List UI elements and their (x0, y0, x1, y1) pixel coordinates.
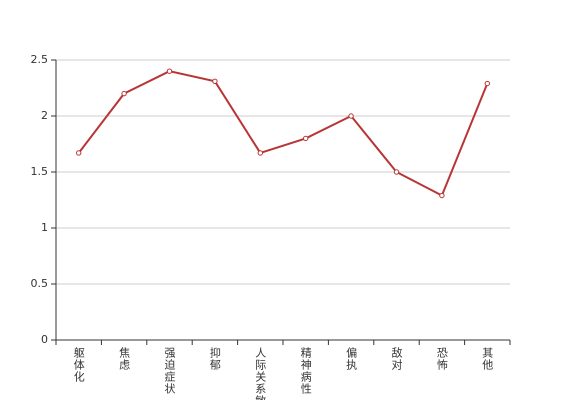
point (212, 78, 218, 84)
x-tick-label: 焦虑 (118, 347, 131, 371)
y-tick-label: 0 (41, 333, 48, 346)
x-tick-label: 精神病性 (299, 347, 312, 395)
y-tick-label: 1.5 (31, 165, 49, 178)
x-tick-label: 躯体化 (72, 347, 85, 383)
x-tick-label: 其他 (481, 347, 494, 371)
point (257, 150, 263, 156)
point (303, 135, 309, 142)
y-tick-label: 0.5 (31, 277, 49, 290)
point (166, 68, 173, 74)
y-tick-label: 1 (41, 221, 48, 234)
point (121, 90, 127, 97)
x-tick-label: 人际关系敏感 (254, 347, 267, 400)
x-tick-label: 抑郁 (208, 346, 221, 371)
point (348, 113, 354, 119)
y-tick-label: 2.5 (31, 53, 49, 66)
point (393, 169, 400, 175)
x-tick-label: 强迫症状 (163, 347, 176, 395)
point (439, 192, 445, 199)
x-tick-label: 敌对 (390, 346, 403, 371)
point (76, 150, 82, 156)
line (77, 70, 489, 197)
x-tick-label: 恐怖 (435, 347, 448, 371)
x-tick-label: 偏执 (345, 346, 358, 371)
point (484, 80, 490, 87)
y-tick-label: 2 (41, 109, 48, 122)
